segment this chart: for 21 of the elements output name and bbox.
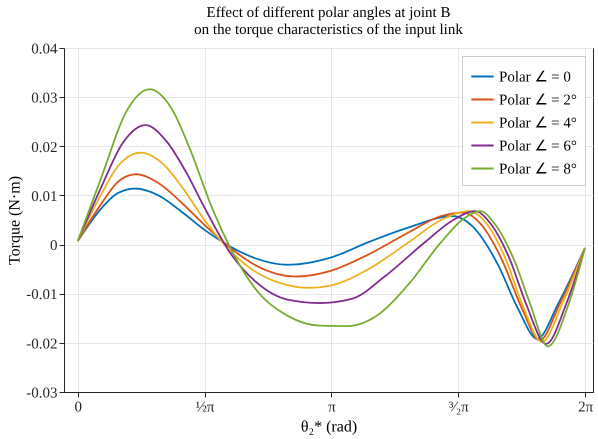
y-tick-label: -0.02	[26, 336, 58, 352]
y-tick-label: 0.04	[31, 42, 58, 58]
legend-label: Polar ∠ = 8°	[499, 162, 577, 178]
x-axis-title: θ₂* (rad)	[300, 418, 358, 436]
legend-label: Polar ∠ = 4°	[499, 116, 577, 132]
legend-label: Polar ∠ = 6°	[499, 138, 577, 154]
y-tick-label: 0.03	[31, 90, 58, 107]
x-tick-label: 2π	[578, 400, 594, 416]
x-tick-label: 0	[74, 400, 82, 416]
y-tick-label: 0.01	[31, 188, 58, 205]
legend-label: Polar ∠ = 2°	[499, 92, 577, 108]
y-tick-label: -0.01	[26, 287, 58, 304]
x-tick-label: ½π	[196, 400, 215, 416]
x-tick-label: ³⁄₂π	[448, 400, 470, 416]
y-tick-label: -0.03	[26, 386, 58, 402]
y-tick-label: 0	[50, 238, 58, 254]
y-axis-title: Torque (N·m)	[6, 176, 24, 266]
x-tick-label: π	[328, 400, 336, 416]
chart-title: Effect of different polar angles at joint B on the torque characteristics of the input link	[194, 5, 464, 38]
legend-label: Polar ∠ = 0	[499, 70, 571, 86]
y-tick-label: 0.02	[31, 140, 58, 156]
